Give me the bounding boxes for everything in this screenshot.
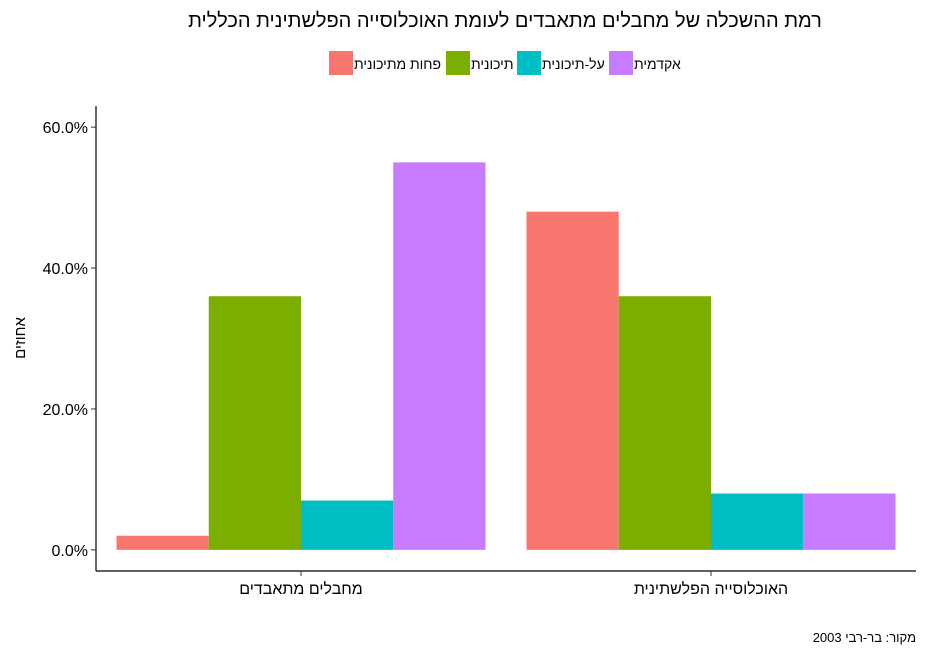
bar-2-cat-1	[208, 296, 301, 550]
legend-label: פחות מתיכונית	[354, 56, 441, 72]
legend-swatch	[517, 51, 541, 75]
source-note: מקור: בר-רבי 2003	[813, 630, 916, 645]
y-axis-title: אחוזים	[12, 317, 29, 359]
plot-area: 0.0% 20.0% 40.0% 60.0% מחבלים מתאבדים האוכלוס…	[43, 106, 916, 598]
x-tick-label: מחבלים מתאבדים	[239, 580, 363, 598]
legend-swatch	[609, 51, 633, 75]
legend-swatch	[329, 51, 353, 75]
y-tick-label: 60.0%	[43, 120, 88, 137]
bar-2-cat-2	[618, 296, 711, 550]
bar-1-cat-2	[526, 211, 619, 550]
legend-label: תיכונית	[471, 56, 514, 72]
y-tick-label: 40.0%	[43, 261, 88, 278]
bar-4-cat-2	[803, 493, 896, 550]
legend-swatch	[446, 51, 470, 75]
bar-1-cat-1	[116, 535, 209, 550]
legend: פחות מתיכונית תיכונית על-תיכונית אקדמית	[329, 51, 681, 75]
bar-3-cat-2	[711, 493, 804, 550]
y-tick-label: 0.0%	[52, 543, 88, 560]
bar-4-cat-1	[393, 162, 486, 550]
legend-label: על-תיכונית	[542, 56, 605, 72]
legend-label: אקדמית	[634, 56, 681, 72]
bar-3-cat-1	[301, 500, 394, 550]
y-tick-label: 20.0%	[43, 402, 88, 419]
x-tick-label: האוכלוסייה הפלשתינית	[634, 580, 788, 598]
chart-title: רמת ההשכלה של מחבלים מתאבדים לעומת האוכל…	[188, 10, 822, 32]
